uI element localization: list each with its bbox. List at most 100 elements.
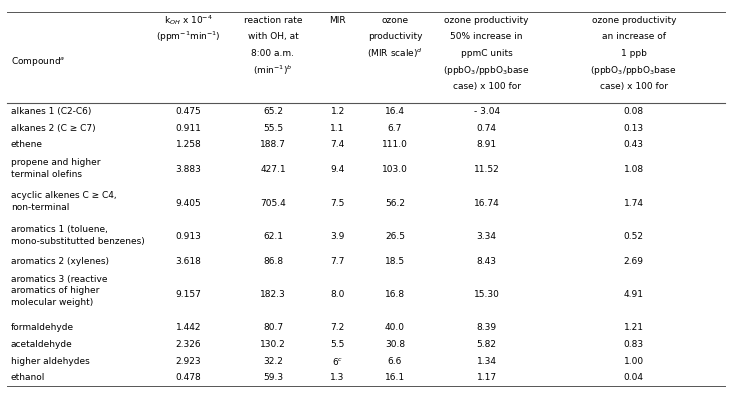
Text: 3.34: 3.34 xyxy=(477,232,496,241)
Text: formaldehyde: formaldehyde xyxy=(11,323,74,333)
Text: 0.08: 0.08 xyxy=(624,107,644,116)
Text: reaction rate: reaction rate xyxy=(243,16,303,25)
Text: 0.475: 0.475 xyxy=(176,107,201,116)
Text: with OH, at: with OH, at xyxy=(248,32,298,41)
Text: 188.7: 188.7 xyxy=(260,140,286,149)
Text: case) x 100 for: case) x 100 for xyxy=(453,82,521,91)
Text: 86.8: 86.8 xyxy=(263,257,283,266)
Text: 0.52: 0.52 xyxy=(624,232,644,241)
Text: productivity: productivity xyxy=(368,32,422,41)
Text: 16.74: 16.74 xyxy=(474,199,499,208)
Text: 4.91: 4.91 xyxy=(624,290,644,299)
Text: 16.4: 16.4 xyxy=(385,107,405,116)
Text: 1.08: 1.08 xyxy=(624,165,644,175)
Text: 0.478: 0.478 xyxy=(176,373,201,382)
Text: 16.1: 16.1 xyxy=(385,373,405,382)
Text: 1.1: 1.1 xyxy=(330,124,345,133)
Text: 6.6: 6.6 xyxy=(388,357,402,366)
Text: 103.0: 103.0 xyxy=(382,165,408,175)
Text: 7.5: 7.5 xyxy=(330,199,345,208)
Text: 59.3: 59.3 xyxy=(263,373,283,382)
Text: 0.911: 0.911 xyxy=(176,124,201,133)
Text: 130.2: 130.2 xyxy=(260,340,286,349)
Text: 55.5: 55.5 xyxy=(263,124,283,133)
Text: 5.82: 5.82 xyxy=(477,340,496,349)
Text: ozone: ozone xyxy=(381,16,409,25)
Text: alkanes 1 (C2-C6): alkanes 1 (C2-C6) xyxy=(11,107,91,116)
Text: acetaldehyde: acetaldehyde xyxy=(11,340,73,349)
Text: 0.83: 0.83 xyxy=(624,340,644,349)
Text: 6$^c$: 6$^c$ xyxy=(332,356,343,367)
Text: 9.405: 9.405 xyxy=(176,199,201,208)
Text: 56.2: 56.2 xyxy=(385,199,405,208)
Text: an increase of: an increase of xyxy=(602,32,666,41)
Text: aromatics 3 (reactive
aromatics of higher
molecular weight): aromatics 3 (reactive aromatics of highe… xyxy=(11,275,107,307)
Text: 26.5: 26.5 xyxy=(385,232,405,241)
Text: 11.52: 11.52 xyxy=(474,165,499,175)
Text: 2.923: 2.923 xyxy=(176,357,201,366)
Text: ozone productivity: ozone productivity xyxy=(445,16,529,25)
Text: 8.0: 8.0 xyxy=(330,290,345,299)
Text: 1.442: 1.442 xyxy=(176,323,201,333)
Text: 2.69: 2.69 xyxy=(624,257,644,266)
Text: higher aldehydes: higher aldehydes xyxy=(11,357,90,366)
Text: 65.2: 65.2 xyxy=(263,107,283,116)
Text: 80.7: 80.7 xyxy=(263,323,283,333)
Text: 1.34: 1.34 xyxy=(477,357,496,366)
Text: 7.7: 7.7 xyxy=(330,257,345,266)
Text: (ppbO$_3$/ppbO$_3$base: (ppbO$_3$/ppbO$_3$base xyxy=(443,63,530,76)
Text: 0.43: 0.43 xyxy=(624,140,644,149)
Text: 9.157: 9.157 xyxy=(176,290,201,299)
Text: 705.4: 705.4 xyxy=(260,199,286,208)
Text: 32.2: 32.2 xyxy=(263,357,283,366)
Text: 1.2: 1.2 xyxy=(330,107,345,116)
Text: ethene: ethene xyxy=(11,140,43,149)
Text: 6.7: 6.7 xyxy=(388,124,402,133)
Text: MIR: MIR xyxy=(330,16,346,25)
Text: 16.8: 16.8 xyxy=(385,290,405,299)
Text: ethanol: ethanol xyxy=(11,373,45,382)
Text: 111.0: 111.0 xyxy=(382,140,408,149)
Text: 1.258: 1.258 xyxy=(176,140,201,149)
Text: 1 ppb: 1 ppb xyxy=(621,49,647,58)
Text: 9.4: 9.4 xyxy=(330,165,345,175)
Text: aromatics 1 (toluene,
mono-substitutted benzenes): aromatics 1 (toluene, mono-substitutted … xyxy=(11,225,144,245)
Text: Compound$^a$: Compound$^a$ xyxy=(11,55,66,68)
Text: 30.8: 30.8 xyxy=(385,340,405,349)
Text: 1.21: 1.21 xyxy=(624,323,644,333)
Text: 7.2: 7.2 xyxy=(330,323,345,333)
Text: 62.1: 62.1 xyxy=(263,232,283,241)
Text: acyclic alkenes C ≥ C4,
non-terminal: acyclic alkenes C ≥ C4, non-terminal xyxy=(11,191,117,212)
Text: 427.1: 427.1 xyxy=(260,165,286,175)
Text: 18.5: 18.5 xyxy=(385,257,405,266)
Text: 3.618: 3.618 xyxy=(176,257,201,266)
Text: k$_{OH}$ x 10$^{-4}$: k$_{OH}$ x 10$^{-4}$ xyxy=(164,13,213,27)
Text: 3.9: 3.9 xyxy=(330,232,345,241)
Text: 15.30: 15.30 xyxy=(474,290,499,299)
Text: 50% increase in: 50% increase in xyxy=(451,32,523,41)
Text: ppmC units: ppmC units xyxy=(461,49,512,58)
Text: 8:00 a.m.: 8:00 a.m. xyxy=(252,49,295,58)
Text: 182.3: 182.3 xyxy=(260,290,286,299)
Text: 5.5: 5.5 xyxy=(330,340,345,349)
Text: 8.43: 8.43 xyxy=(477,257,496,266)
Text: 1.17: 1.17 xyxy=(477,373,496,382)
Text: (MIR scale)$^d$: (MIR scale)$^d$ xyxy=(367,47,423,60)
Text: (ppbO$_3$/ppbO$_3$base: (ppbO$_3$/ppbO$_3$base xyxy=(590,63,677,76)
Text: 40.0: 40.0 xyxy=(385,323,405,333)
Text: 1.00: 1.00 xyxy=(624,357,644,366)
Text: 3.883: 3.883 xyxy=(176,165,201,175)
Text: 7.4: 7.4 xyxy=(330,140,345,149)
Text: 0.04: 0.04 xyxy=(624,373,644,382)
Text: case) x 100 for: case) x 100 for xyxy=(600,82,668,91)
Text: 8.91: 8.91 xyxy=(477,140,496,149)
Text: (min$^{-1}$)$^b$: (min$^{-1}$)$^b$ xyxy=(253,63,293,77)
Text: 2.326: 2.326 xyxy=(176,340,201,349)
Text: 0.13: 0.13 xyxy=(624,124,644,133)
Text: alkanes 2 (C ≥ C7): alkanes 2 (C ≥ C7) xyxy=(11,124,95,133)
Text: 0.913: 0.913 xyxy=(176,232,201,241)
Text: propene and higher
terminal olefins: propene and higher terminal olefins xyxy=(11,158,101,179)
Text: aromatics 2 (xylenes): aromatics 2 (xylenes) xyxy=(11,257,109,266)
Text: 1.3: 1.3 xyxy=(330,373,345,382)
Text: - 3.04: - 3.04 xyxy=(474,107,499,116)
